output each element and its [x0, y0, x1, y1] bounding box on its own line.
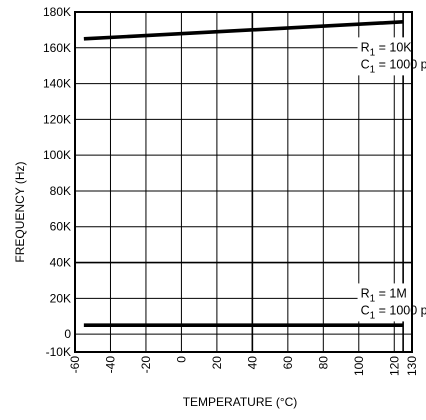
series-line-1	[83, 20, 404, 41]
y-tick-label: 40K	[50, 256, 71, 270]
y-tick-label: 20K	[50, 291, 71, 305]
annotation-label: R1 = 1M	[361, 286, 407, 304]
annotation-background	[357, 37, 426, 76]
y-tick-label: 0	[64, 327, 71, 341]
y-tick-label: 100K	[43, 148, 71, 162]
x-tick-label: 100	[352, 356, 366, 376]
annotation-label: C1 = 1000 pF	[361, 303, 426, 321]
x-tick-label: -20	[139, 356, 153, 374]
x-tick-label: -60	[68, 356, 82, 374]
annotation-label: R1 = 10K	[361, 40, 413, 58]
y-tick-label: 160K	[43, 41, 71, 55]
x-tick-label: 130	[405, 356, 419, 376]
y-tick-label: 180K	[43, 5, 71, 19]
y-tick-label: -10K	[46, 345, 71, 359]
annotation-background	[357, 283, 426, 322]
plot-frame	[74, 11, 413, 353]
x-tick-label: 80	[316, 356, 330, 370]
x-tick-label: 60	[281, 356, 295, 370]
y-axis-title: FREQUENCY (Hz)	[13, 161, 27, 262]
x-axis-title: TEMPERATURE (°C)	[183, 395, 298, 409]
y-tick-label: 140K	[43, 77, 71, 91]
x-tick-label: 0	[174, 356, 188, 363]
annotation-label: C1 = 1000 pF	[361, 57, 426, 75]
y-tick-label: 120K	[43, 112, 71, 126]
y-tick-label: 60K	[50, 220, 71, 234]
x-tick-label: -40	[103, 356, 117, 374]
x-tick-label: 40	[245, 356, 259, 370]
series-layer	[83, 20, 404, 327]
x-tick-label: 120	[387, 356, 401, 376]
tick-label-layer: 180K 160K 140K 120K 100K 80K 60K 40K 20K 0 -10K-60…	[43, 5, 419, 376]
y-tick-label: 80K	[50, 184, 71, 198]
x-tick-label: 20	[210, 356, 224, 370]
